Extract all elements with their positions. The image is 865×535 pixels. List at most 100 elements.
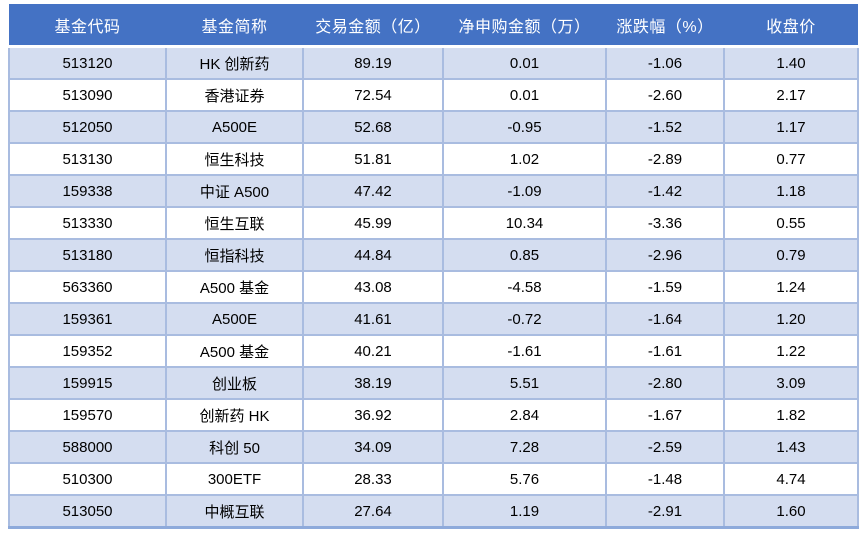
cell-trade-amount-100m: 72.54 (302, 78, 444, 112)
cell-fund-name: A500E (165, 302, 304, 336)
cell-trade-amount-100m: 38.19 (302, 366, 444, 400)
cell-net-subscription-10k: -1.61 (442, 334, 607, 368)
cell-net-subscription-10k: 0.85 (442, 238, 607, 272)
cell-net-subscription-10k: 7.28 (442, 430, 607, 464)
cell-fund-name: HK 创新药 (165, 45, 304, 80)
cell-change-pct: -2.96 (605, 238, 725, 272)
cell-change-pct: -1.48 (605, 462, 725, 496)
cell-close-price: 0.77 (723, 142, 859, 176)
header-cell-change-pct: 涨跌幅（%） (606, 4, 724, 48)
cell-fund-code: 513050 (8, 494, 167, 529)
table-row: 159352 A500 基金 40.21 -1.61 -1.61 1.22 (8, 334, 859, 368)
cell-trade-amount-100m: 89.19 (302, 45, 444, 80)
cell-fund-name: 科创 50 (165, 430, 304, 464)
cell-net-subscription-10k: -1.09 (442, 174, 607, 208)
cell-trade-amount-100m: 41.61 (302, 302, 444, 336)
cell-close-price: 1.40 (723, 45, 859, 80)
cell-fund-name: A500E (165, 110, 304, 144)
cell-net-subscription-10k: 5.51 (442, 366, 607, 400)
cell-net-subscription-10k: -0.72 (442, 302, 607, 336)
cell-fund-name: A500 基金 (165, 334, 304, 368)
cell-change-pct: -1.52 (605, 110, 725, 144)
cell-fund-code: 513090 (8, 78, 167, 112)
table-row: 588000 科创 50 34.09 7.28 -2.59 1.43 (8, 430, 859, 464)
cell-trade-amount-100m: 43.08 (302, 270, 444, 304)
cell-fund-code: 159338 (8, 174, 167, 208)
cell-fund-code: 513180 (8, 238, 167, 272)
cell-change-pct: -1.06 (605, 45, 725, 80)
header-row: 基金代码 基金简称 交易金额（亿） 净申购金额（万） 涨跌幅（%） 收盘价 (9, 4, 858, 48)
cell-net-subscription-10k: 10.34 (442, 206, 607, 240)
cell-close-price: 1.82 (723, 398, 859, 432)
cell-change-pct: -2.80 (605, 366, 725, 400)
cell-fund-name: 中概互联 (165, 494, 304, 529)
cell-close-price: 0.55 (723, 206, 859, 240)
cell-change-pct: -1.64 (605, 302, 725, 336)
cell-fund-code: 513120 (8, 45, 167, 80)
cell-net-subscription-10k: 1.19 (442, 494, 607, 529)
cell-fund-code: 588000 (8, 430, 167, 464)
cell-fund-name: A500 基金 (165, 270, 304, 304)
cell-close-price: 1.17 (723, 110, 859, 144)
cell-close-price: 1.24 (723, 270, 859, 304)
cell-fund-code: 513130 (8, 142, 167, 176)
cell-trade-amount-100m: 52.68 (302, 110, 444, 144)
cell-fund-code: 513330 (8, 206, 167, 240)
cell-trade-amount-100m: 45.99 (302, 206, 444, 240)
cell-fund-name: 恒生科技 (165, 142, 304, 176)
cell-fund-code: 563360 (8, 270, 167, 304)
table-row: 513120 HK 创新药 89.19 0.01 -1.06 1.40 (8, 45, 859, 80)
table-row: 159915 创业板 38.19 5.51 -2.80 3.09 (8, 366, 859, 400)
table-row: 563360 A500 基金 43.08 -4.58 -1.59 1.24 (8, 270, 859, 304)
cell-close-price: 1.22 (723, 334, 859, 368)
cell-trade-amount-100m: 27.64 (302, 494, 444, 529)
cell-net-subscription-10k: 2.84 (442, 398, 607, 432)
cell-trade-amount-100m: 47.42 (302, 174, 444, 208)
cell-change-pct: -2.60 (605, 78, 725, 112)
table-body: 513120 HK 创新药 89.19 0.01 -1.06 1.40 513090 香港证券… (8, 45, 859, 529)
table-row: 159338 中证 A500 47.42 -1.09 -1.42 1.18 (8, 174, 859, 208)
fund-table: 基金代码 基金简称 交易金额（亿） 净申购金额（万） 涨跌幅（%） 收盘价 513120 H… (8, 4, 859, 529)
cell-trade-amount-100m: 28.33 (302, 462, 444, 496)
cell-fund-name: 恒生互联 (165, 206, 304, 240)
cell-fund-code: 512050 (8, 110, 167, 144)
cell-trade-amount-100m: 51.81 (302, 142, 444, 176)
cell-fund-code: 510300 (8, 462, 167, 496)
cell-net-subscription-10k: 5.76 (442, 462, 607, 496)
cell-change-pct: -1.59 (605, 270, 725, 304)
table-row: 513330 恒生互联 45.99 10.34 -3.36 0.55 (8, 206, 859, 240)
table-row: 510300 300ETF 28.33 5.76 -1.48 4.74 (8, 462, 859, 496)
cell-close-price: 1.60 (723, 494, 859, 529)
table-row: 512050 A500E 52.68 -0.95 -1.52 1.17 (8, 110, 859, 144)
cell-change-pct: -1.42 (605, 174, 725, 208)
cell-close-price: 4.74 (723, 462, 859, 496)
cell-fund-code: 159352 (8, 334, 167, 368)
header-cell-close-price: 收盘价 (724, 4, 858, 48)
cell-close-price: 2.17 (723, 78, 859, 112)
table-row: 513180 恒指科技 44.84 0.85 -2.96 0.79 (8, 238, 859, 272)
header-cell-net-subscription-10k: 净申购金额（万） (443, 4, 606, 48)
cell-change-pct: -2.89 (605, 142, 725, 176)
cell-fund-code: 159915 (8, 366, 167, 400)
cell-trade-amount-100m: 40.21 (302, 334, 444, 368)
table-row: 513090 香港证券 72.54 0.01 -2.60 2.17 (8, 78, 859, 112)
cell-close-price: 3.09 (723, 366, 859, 400)
cell-change-pct: -2.91 (605, 494, 725, 529)
cell-close-price: 1.20 (723, 302, 859, 336)
cell-close-price: 0.79 (723, 238, 859, 272)
cell-net-subscription-10k: 0.01 (442, 78, 607, 112)
cell-net-subscription-10k: -0.95 (442, 110, 607, 144)
cell-close-price: 1.18 (723, 174, 859, 208)
cell-trade-amount-100m: 34.09 (302, 430, 444, 464)
table-row: 513050 中概互联 27.64 1.19 -2.91 1.60 (8, 494, 859, 529)
cell-change-pct: -2.59 (605, 430, 725, 464)
cell-fund-name: 创业板 (165, 366, 304, 400)
table-row: 159570 创新药 HK 36.92 2.84 -1.67 1.82 (8, 398, 859, 432)
cell-net-subscription-10k: -4.58 (442, 270, 607, 304)
cell-fund-code: 159570 (8, 398, 167, 432)
cell-fund-name: 300ETF (165, 462, 304, 496)
cell-fund-name: 中证 A500 (165, 174, 304, 208)
table-row: 159361 A500E 41.61 -0.72 -1.64 1.20 (8, 302, 859, 336)
header-cell-fund-name: 基金简称 (166, 4, 303, 48)
cell-close-price: 1.43 (723, 430, 859, 464)
